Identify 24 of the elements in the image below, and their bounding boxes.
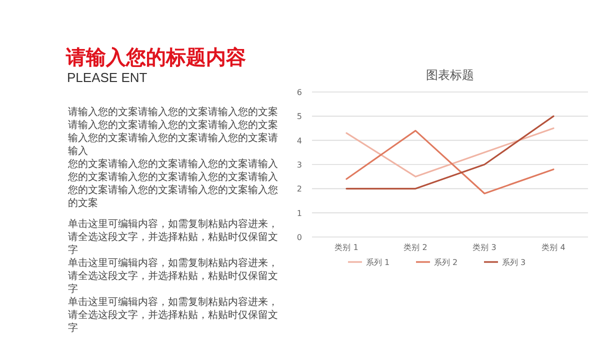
text: PLEASE ENT: [67, 70, 148, 85]
y-tick-label: 4: [296, 136, 302, 146]
text: 请输入您的文案请输入您的文案请输入您的文案请输入您的文案请输入您的文案请输入您的文案输入您的文案请输入您的文案请输入您的文案请输入: [68, 106, 279, 158]
legend-label: 系列 2: [434, 258, 458, 267]
line-series: [346, 127, 554, 178]
legend-label: 系列 1: [366, 258, 390, 267]
x-tick-label: 类别 2: [404, 243, 428, 252]
x-tick-label: 类别 3: [472, 243, 496, 252]
line-series: [346, 130, 554, 194]
y-tick-label: 5: [296, 112, 302, 122]
y-tick-label: 2: [296, 184, 302, 194]
y-tick-label: 3: [296, 160, 302, 170]
text: 单击这里可编辑内容，如需复制粘贴内容进来，请全选这段文字，并选择粘贴，粘贴时仅保留文字: [68, 296, 279, 335]
legend-label: 系列 3: [502, 258, 526, 267]
text: 您的文案请输入您的文案请输入您的文案请输入您的文案请输入您的文案请输入您的文案请输入您的文案请输入您的文案请输入您的文案输入您的文案: [68, 158, 279, 210]
text: 单击这里可编辑内容，如需复制粘贴内容进来，请全选这段文字，并选择粘贴，粘贴时仅保留文字: [68, 257, 279, 296]
y-tick-label: 6: [296, 88, 302, 97]
text: 单击这里可编辑内容，如需复制粘贴内容进来，请全选这段文字，并选择粘贴，粘贴时仅保留文字: [68, 218, 279, 257]
x-tick-label: 类别 4: [542, 243, 566, 252]
text: 请输入您的标题内容: [66, 44, 246, 71]
chart-title: 图表标题: [426, 68, 474, 82]
y-tick-label: 0: [296, 233, 302, 242]
y-tick-label: 1: [296, 208, 302, 218]
x-tick-label: 类别 1: [334, 243, 358, 252]
